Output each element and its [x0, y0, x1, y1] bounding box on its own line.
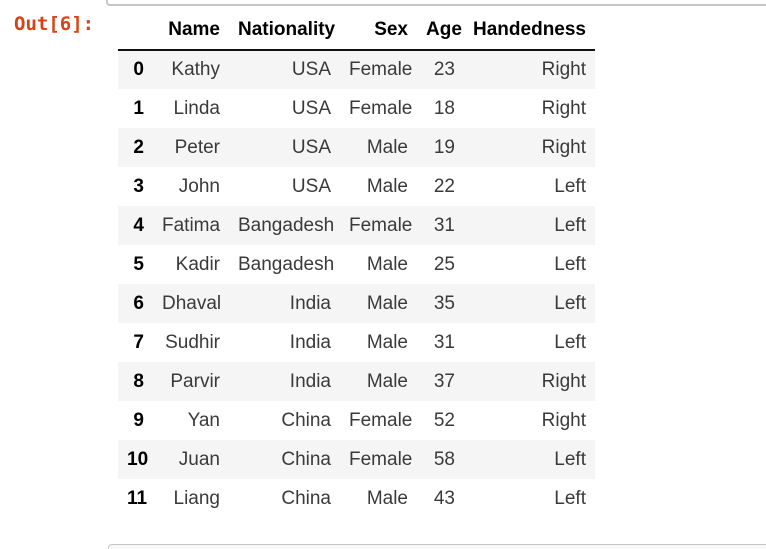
cell-age: 35 — [433, 292, 455, 314]
out-prompt: Out[6]: — [14, 13, 95, 35]
dataframe-output: Name Nationality Sex Age Handedness 0 Kat… — [118, 10, 595, 518]
dataframe-header: Name Nationality Sex Age Handedness — [118, 10, 595, 51]
column-header-nationality: Nationality — [229, 10, 340, 51]
row-index-label: 3 — [133, 175, 144, 197]
cell-handedness: Right — [541, 136, 586, 158]
cell-age: 23 — [433, 59, 455, 80]
table-row: 7 Sudhir India Male 31 Left — [118, 323, 595, 362]
cell-nationality: USA — [291, 97, 331, 119]
cell-sex: Female — [349, 448, 413, 470]
cell-age: 43 — [433, 487, 455, 509]
cell-handedness: Right — [541, 409, 586, 431]
cell-name: Kadir — [175, 253, 220, 275]
cell-nationality: India — [289, 370, 331, 392]
header-row: Name Nationality Sex Age Handedness — [118, 10, 595, 51]
cell-handedness: Left — [554, 448, 586, 470]
cell-name: Dhaval — [162, 292, 222, 314]
cell-name: Fatima — [162, 214, 221, 236]
cell-sex: Female — [349, 97, 413, 119]
dataframe-table: Name Nationality Sex Age Handedness 0 Kat… — [118, 10, 595, 518]
cell-sex: Male — [366, 487, 408, 509]
row-index-label: 5 — [133, 253, 144, 275]
cell-nationality: India — [289, 292, 331, 314]
cell-name: Liang — [173, 487, 221, 509]
row-index-label: 11 — [127, 487, 148, 509]
dataframe-body: 0 Kathy USA Female 23 Right 1 Linda USA Female 18 R… — [118, 50, 595, 518]
cell-name: John — [178, 175, 220, 197]
row-index-label: 7 — [133, 331, 144, 353]
table-row: 1 Linda USA Female 18 Right — [118, 89, 595, 128]
cell-handedness: Left — [554, 487, 586, 509]
row-index-label: 0 — [133, 59, 144, 80]
cell-nationality: China — [281, 487, 331, 509]
cell-sex: Male — [366, 370, 408, 392]
row-index-label: 4 — [133, 214, 144, 236]
cell-age: 31 — [433, 331, 455, 353]
table-row: 11 Liang China Male 43 Left — [118, 479, 595, 518]
cell-age: 52 — [433, 409, 455, 431]
cell-sex: Female — [349, 59, 413, 80]
cell-name: Kathy — [171, 59, 220, 80]
cell-nationality: China — [281, 409, 331, 431]
table-row: 10 Juan China Female 58 Left — [118, 440, 595, 479]
row-index-label: 10 — [127, 448, 149, 470]
cell-sex: Female — [349, 409, 413, 431]
cell-age: 19 — [433, 136, 455, 158]
cell-name: Yan — [187, 409, 220, 431]
column-header-name: Name — [153, 10, 229, 51]
table-row: 9 Yan China Female 52 Right — [118, 401, 595, 440]
cell-handedness: Right — [541, 59, 586, 80]
index-column-header — [118, 10, 153, 51]
cell-nationality: India — [289, 331, 331, 353]
cell-name: Peter — [174, 136, 220, 158]
cell-age: 37 — [433, 370, 455, 392]
cell-handedness: Left — [554, 214, 586, 236]
cell-handedness: Left — [554, 253, 586, 275]
table-row: 2 Peter USA Male 19 Right — [118, 128, 595, 167]
cell-sex: Male — [366, 253, 408, 275]
row-index-label: 2 — [133, 136, 144, 158]
next-cell-input-box[interactable] — [108, 544, 766, 549]
cell-nationality: USA — [291, 136, 331, 158]
cell-handedness: Left — [554, 292, 586, 314]
cell-handedness: Left — [554, 331, 586, 353]
cell-sex: Male — [366, 292, 408, 314]
column-header-handedness: Handedness — [464, 10, 595, 51]
cell-sex: Male — [366, 331, 408, 353]
table-row: 0 Kathy USA Female 23 Right — [118, 50, 595, 89]
cell-age: 18 — [433, 97, 455, 119]
column-header-age: Age — [417, 10, 464, 51]
column-header-sex: Sex — [340, 10, 417, 51]
table-row: 6 Dhaval India Male 35 Left — [118, 284, 595, 323]
cell-nationality: USA — [291, 175, 331, 197]
cell-sex: Male — [366, 136, 408, 158]
cell-age: 22 — [433, 175, 455, 197]
cell-age: 31 — [433, 214, 455, 236]
cell-handedness: Right — [541, 370, 586, 392]
cell-handedness: Right — [541, 97, 586, 119]
table-row: 5 Kadir Bangadesh Male 25 Left — [118, 245, 595, 284]
cell-nationality: Bangadesh — [238, 214, 335, 236]
row-index-label: 1 — [133, 97, 144, 119]
cell-age: 58 — [433, 448, 455, 470]
cell-nationality: Bangadesh — [238, 253, 335, 275]
cell-sex: Female — [349, 214, 413, 236]
table-row: 8 Parvir India Male 37 Right — [118, 362, 595, 401]
cell-name: Juan — [178, 448, 220, 470]
row-index-label: 8 — [133, 370, 144, 392]
cell-nationality: China — [281, 448, 331, 470]
cell-sex: Male — [366, 175, 408, 197]
table-row: 4 Fatima Bangadesh Female 31 Left — [118, 206, 595, 245]
previous-cell-input-box[interactable] — [106, 0, 766, 6]
row-index-label: 9 — [133, 409, 144, 431]
cell-nationality: USA — [291, 59, 331, 80]
cell-age: 25 — [433, 253, 455, 275]
row-index-label: 6 — [133, 292, 144, 314]
cell-name: Parvir — [170, 370, 220, 392]
cell-name: Linda — [173, 97, 221, 119]
cell-handedness: Left — [554, 175, 586, 197]
table-row: 3 John USA Male 22 Left — [118, 167, 595, 206]
cell-name: Sudhir — [165, 331, 220, 353]
